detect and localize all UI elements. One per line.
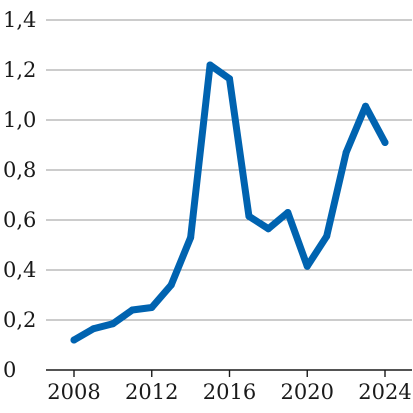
data-point bbox=[245, 212, 253, 220]
data-point bbox=[226, 75, 233, 83]
data-point bbox=[109, 320, 117, 328]
x-tick-label: 2012 bbox=[125, 380, 178, 404]
data-point bbox=[167, 281, 175, 289]
x-tick-label: 2020 bbox=[281, 380, 334, 404]
y-tick-label: 0,4 bbox=[3, 258, 36, 282]
data-point bbox=[381, 139, 389, 146]
y-tick-labels: 0 0,2 0,4 0,6 0,8 1,0 1,2 1,4 bbox=[3, 8, 36, 382]
data-point bbox=[148, 304, 156, 311]
data-point bbox=[128, 306, 136, 314]
y-tick-label: 1,2 bbox=[3, 58, 36, 82]
series-layer bbox=[70, 61, 389, 344]
series-line bbox=[70, 61, 389, 344]
y-tick-label: 0,8 bbox=[3, 158, 36, 182]
data-point bbox=[206, 61, 214, 69]
data-point bbox=[342, 149, 350, 156]
x-tick-labels: 2008 2012 2016 2020 2024 bbox=[47, 380, 411, 404]
gridlines bbox=[46, 19, 412, 377]
data-point bbox=[323, 232, 331, 240]
x-tick-label: 2024 bbox=[358, 380, 411, 404]
y-tick-label: 0,6 bbox=[3, 208, 36, 232]
data-point bbox=[264, 225, 272, 233]
data-point bbox=[70, 336, 78, 344]
x-tick-label: 2008 bbox=[47, 380, 100, 404]
y-tick-label: 1,4 bbox=[3, 8, 36, 32]
y-tick-label: 1,0 bbox=[3, 108, 36, 132]
y-tick-label: 0 bbox=[3, 358, 16, 382]
data-point bbox=[303, 262, 311, 270]
data-point bbox=[89, 325, 97, 333]
data-point bbox=[362, 102, 370, 110]
data-point bbox=[187, 234, 195, 241]
data-point bbox=[284, 209, 292, 216]
x-tick-label: 2016 bbox=[203, 380, 256, 404]
y-tick-label: 0,2 bbox=[3, 308, 36, 332]
